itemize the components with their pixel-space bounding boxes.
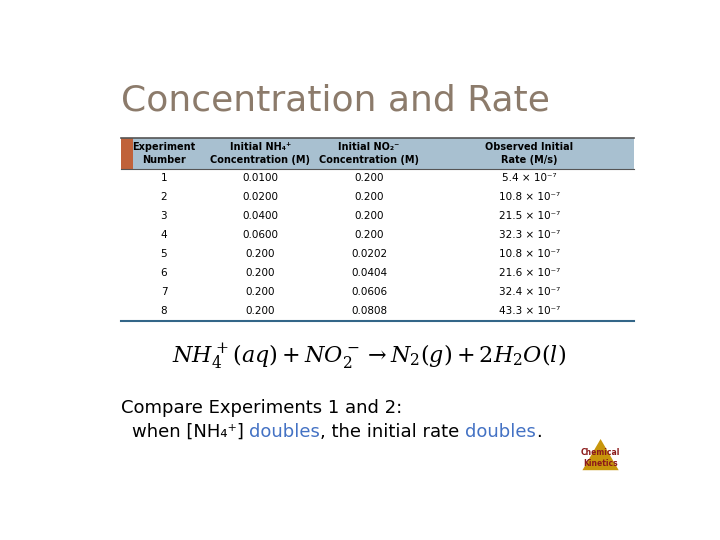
Text: 0.0100: 0.0100 (242, 173, 278, 183)
Bar (121, 138, 634, 168)
Text: 0.200: 0.200 (246, 249, 275, 259)
Text: 32.4 × 10⁻⁷: 32.4 × 10⁻⁷ (499, 287, 560, 297)
Text: , the initial rate: , the initial rate (320, 423, 465, 441)
Text: 0.0600: 0.0600 (242, 230, 278, 240)
Text: 0.200: 0.200 (354, 192, 384, 202)
Polygon shape (582, 439, 618, 470)
Text: Concentration and Rate: Concentration and Rate (121, 84, 549, 118)
Text: 10.8 × 10⁻⁷: 10.8 × 10⁻⁷ (499, 249, 560, 259)
Text: 0.200: 0.200 (246, 268, 275, 278)
Text: Experiment
Number: Experiment Number (132, 141, 196, 165)
Text: 21.5 × 10⁻⁷: 21.5 × 10⁻⁷ (499, 211, 560, 221)
Text: 6: 6 (161, 268, 167, 278)
Text: Initial NO₂⁻
Concentration (M): Initial NO₂⁻ Concentration (M) (319, 141, 419, 165)
Bar (121, 138, 133, 168)
Text: 5: 5 (161, 249, 167, 259)
Text: Observed Initial
Rate (M/s): Observed Initial Rate (M/s) (485, 141, 574, 165)
Text: Chemical
Kinetics: Chemical Kinetics (581, 448, 620, 468)
Text: 0.200: 0.200 (246, 287, 275, 297)
Text: when [NH₄⁺]: when [NH₄⁺] (132, 423, 249, 441)
Text: 21.6 × 10⁻⁷: 21.6 × 10⁻⁷ (499, 268, 560, 278)
Text: 0.200: 0.200 (354, 211, 384, 221)
Text: 0.0808: 0.0808 (351, 306, 387, 316)
Text: 7: 7 (161, 287, 167, 297)
Text: 0.0400: 0.0400 (242, 211, 278, 221)
Text: 4: 4 (161, 230, 167, 240)
Text: 0.200: 0.200 (354, 173, 384, 183)
Text: doubles: doubles (249, 423, 320, 441)
Text: 0.200: 0.200 (246, 306, 275, 316)
Text: doubles: doubles (465, 423, 536, 441)
Text: 32.3 × 10⁻⁷: 32.3 × 10⁻⁷ (499, 230, 560, 240)
Text: $NH_4^+(aq) + NO_2^- \rightarrow N_2(g) + 2H_2O(l)$: $NH_4^+(aq) + NO_2^- \rightarrow N_2(g) … (172, 341, 566, 371)
Text: .: . (536, 423, 542, 441)
Text: 0.0200: 0.0200 (242, 192, 278, 202)
Text: 8: 8 (161, 306, 167, 316)
Text: 0.0404: 0.0404 (351, 268, 387, 278)
Text: 0.0202: 0.0202 (351, 249, 387, 259)
Text: 0.0606: 0.0606 (351, 287, 387, 297)
Text: 0.200: 0.200 (354, 230, 384, 240)
Text: Initial NH₄⁺
Concentration (M): Initial NH₄⁺ Concentration (M) (210, 141, 310, 165)
Text: 3: 3 (161, 211, 167, 221)
Text: 5.4 × 10⁻⁷: 5.4 × 10⁻⁷ (502, 173, 557, 183)
Text: 1: 1 (161, 173, 167, 183)
Text: 2: 2 (161, 192, 167, 202)
Text: 43.3 × 10⁻⁷: 43.3 × 10⁻⁷ (499, 306, 560, 316)
Text: Compare Experiments 1 and 2:: Compare Experiments 1 and 2: (121, 399, 402, 417)
Text: 10.8 × 10⁻⁷: 10.8 × 10⁻⁷ (499, 192, 560, 202)
